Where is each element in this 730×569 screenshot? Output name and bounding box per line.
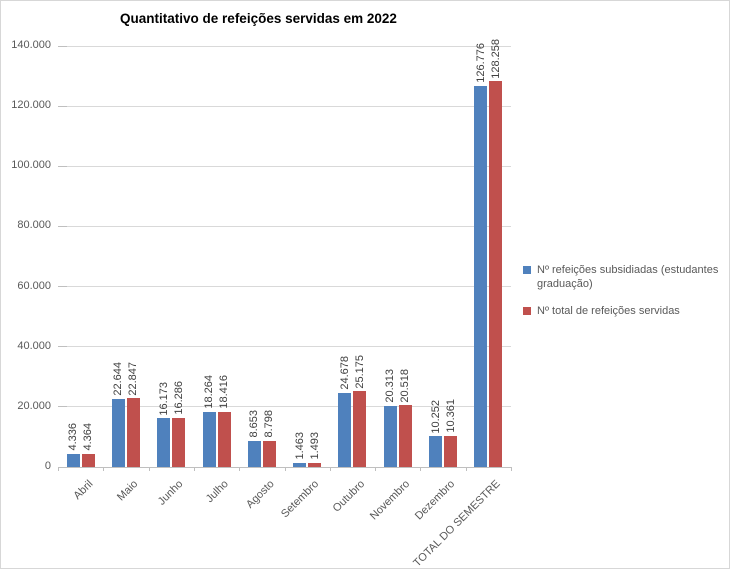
bar-subsidiadas [202,412,216,467]
legend-swatch-blue-icon [523,266,531,274]
legend-label: Nº total de refeições servidas [537,305,680,317]
bar-total [126,398,140,467]
bar-value-label: 10.361 [444,399,457,433]
bar-value-label: 24.678 [338,356,351,390]
x-axis-tick [420,467,422,471]
plot-area: 0 20.000 40.000 60.000 80.000 100.000 120.000 1… [11,39,512,568]
bar-total [444,435,458,467]
legend-swatch-red-icon [523,307,531,315]
y-axis-tick [58,105,67,107]
legend: Nº refeições subsidiadas (estudantes gra… [523,263,723,331]
x-axis-label: Agosto [243,478,277,511]
gridline [58,105,511,107]
bar-value-label: 4.336 [67,423,80,451]
x-axis-tick [511,467,512,471]
gridline [58,165,511,167]
x-axis-tick [58,467,59,471]
legend-label: Nº refeições subsidiadas (estudantes gra… [537,264,719,290]
y-axis-tick [58,406,67,408]
bar-total [489,81,503,467]
gridline [58,346,511,348]
bar-value-label: 16.286 [172,381,185,416]
x-axis-tick [284,467,286,471]
x-axis-label: Julho [203,478,232,506]
legend-item-total: Nº total de refeições servidas [523,304,723,318]
y-axis-label: 80.000 [17,219,51,232]
gridline [58,45,511,47]
bar-value-label: 1.463 [293,432,306,460]
y-axis-label: 20.000 [17,399,51,412]
bar-total [217,411,231,467]
bar-subsidiadas [338,392,352,467]
bar-value-label: 128.258 [489,38,502,79]
y-axis-label: 100.000 [11,159,51,172]
x-axis-label: TOTAL DO SEMESTRE [411,478,503,569]
bar-value-label: 22.644 [112,362,125,396]
x-axis-label: Setembro [279,478,322,521]
y-axis-tick [58,286,67,288]
bar-value-label: 20.313 [384,369,397,403]
y-axis-tick [58,346,67,348]
bar-value-label: 22.847 [127,361,140,396]
x-axis-tick [193,467,195,471]
x-axis-tick [375,467,377,471]
x-axis-label: Novembro [367,478,413,523]
x-axis-label: Junho [156,478,186,508]
bar-total [353,391,367,467]
x-axis-label: Outubro [330,478,367,515]
y-axis-label: 0 [44,460,51,472]
y-axis-label: 120.000 [11,99,51,112]
bar-total [81,453,95,467]
bar-subsidiadas [474,85,488,467]
bar-value-label: 126.776 [474,43,487,83]
bar-value-label: 18.416 [218,374,231,409]
bar-value-label: 18.264 [203,375,216,410]
bar-total [398,405,412,467]
bar-subsidiadas [111,398,125,467]
x-axis-tick [465,467,467,471]
bar-subsidiadas [383,405,397,467]
x-axis-label: Abril [71,478,96,503]
y-axis-label: 140.000 [11,39,51,51]
x-axis-tick [239,467,241,471]
x-axis-tick [148,467,150,471]
bar-value-label: 4.364 [82,423,95,451]
bar-subsidiadas [293,462,307,467]
bar-value-label: 25.175 [353,354,366,389]
bar-value-label: 8.798 [263,410,276,438]
bar-total [172,418,186,467]
bar-total [262,440,276,467]
y-axis-tick [58,165,67,167]
x-axis-label: Dezembro [413,478,458,523]
bar-subsidiadas [429,436,443,467]
x-axis-tick [329,467,331,471]
bar-value-label: 8.653 [248,410,261,438]
legend-item-subsidiadas: Nº refeições subsidiadas (estudantes gra… [523,263,723,291]
bar-value-label: 10.252 [429,399,442,434]
chart-title: Quantitativo de refeições servidas em 20… [120,11,397,26]
bar-subsidiadas [66,453,80,467]
gridline [58,286,511,288]
bar-subsidiadas [157,418,171,467]
bar-subsidiadas [247,440,261,467]
y-axis-tick [58,45,67,47]
bar-value-label: 16.173 [157,381,170,416]
gridline [58,406,511,408]
x-axis-tick [103,467,105,471]
y-axis-label: 60.000 [17,279,51,292]
y-axis-label: 40.000 [17,339,51,352]
bar-total [308,462,322,467]
x-axis-label: Maio [115,478,141,504]
gridline [58,225,511,227]
y-axis-tick [58,225,67,227]
bar-value-label: 20.518 [399,368,412,403]
bar-value-label: 1.493 [308,431,321,460]
